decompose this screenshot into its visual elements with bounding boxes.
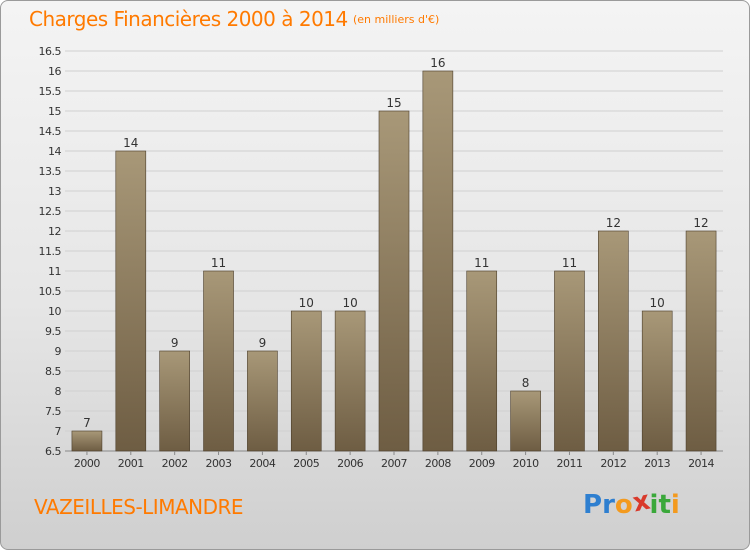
y-tick-label: 13.5 <box>39 165 62 178</box>
bar-2001 <box>115 150 147 452</box>
y-tick-label: 12 <box>48 225 61 238</box>
y-tick-label: 7.5 <box>45 405 61 418</box>
chart-title: Charges Financières 2000 à 2014 <box>29 7 348 31</box>
bar-2000 <box>71 430 103 452</box>
y-tick-label: 15 <box>48 105 61 118</box>
x-tick-label: 2011 <box>556 457 582 470</box>
value-label: 7 <box>83 416 91 430</box>
value-label: 14 <box>123 136 138 150</box>
value-label: 10 <box>650 296 665 310</box>
value-label: 8 <box>522 376 530 390</box>
logo-letter: o <box>614 490 633 520</box>
x-tick-label: 2010 <box>513 457 539 470</box>
bar-2010 <box>510 390 541 452</box>
y-tick-label: 8.5 <box>45 365 61 378</box>
y-tick-label: 10.5 <box>39 285 62 298</box>
y-tick-label: 13 <box>48 185 61 198</box>
x-tick-label: 2013 <box>644 457 670 470</box>
x-axis-ticks: 2000 2001 2002 2003 2004 2005 2006 2007 2008 2009… <box>74 451 715 470</box>
x-tick-label: 2014 <box>688 457 714 470</box>
logo-letter: i <box>649 490 659 520</box>
bar-2005 <box>290 310 322 452</box>
y-tick-label: 9.5 <box>45 325 61 338</box>
commune-name: VAZEILLES-LIMANDRE <box>34 495 244 519</box>
bar-2002 <box>159 350 190 452</box>
logo-letter: P <box>583 490 603 520</box>
y-tick-label: 9 <box>55 345 62 358</box>
x-tick-label: 2002 <box>162 457 188 470</box>
value-label: 11 <box>211 256 226 270</box>
bar-2006 <box>334 310 366 452</box>
x-tick-label: 2009 <box>469 457 495 470</box>
y-tick-label: 10 <box>48 305 61 318</box>
bar-2004 <box>247 350 278 452</box>
x-tick-label: 2006 <box>337 457 363 470</box>
y-tick-label: 8 <box>55 385 62 398</box>
x-tick-label: 2000 <box>74 457 100 470</box>
bar-2008 <box>422 70 454 452</box>
bar-2013 <box>641 310 673 452</box>
y-tick-label: 16 <box>48 65 61 78</box>
bar-2003 <box>203 270 234 452</box>
y-tick-label: 11 <box>48 265 61 278</box>
value-label: 12 <box>606 216 621 230</box>
x-tick-label: 2012 <box>600 457 626 470</box>
chart-unit: (en milliers d'€) <box>353 13 440 26</box>
y-tick-label: 16.5 <box>39 45 62 58</box>
proxiti-logo[interactable]: Proxiti <box>583 486 680 520</box>
x-tick-label: 2001 <box>118 457 144 470</box>
x-tick-label: 2008 <box>425 457 451 470</box>
logo-letter: t <box>658 490 671 520</box>
y-tick-label: 14 <box>48 145 61 158</box>
value-label: 11 <box>562 256 577 270</box>
value-label: 9 <box>259 336 267 350</box>
value-label: 10 <box>342 296 357 310</box>
value-label: 15 <box>386 96 401 110</box>
y-tick-label: 15.5 <box>39 85 62 98</box>
x-tick-label: 2005 <box>293 457 319 470</box>
bar-2009 <box>466 270 498 452</box>
x-tick-label: 2003 <box>206 457 232 470</box>
bar-2011 <box>554 270 585 452</box>
y-tick-label: 11.5 <box>39 245 62 258</box>
y-tick-label: 7 <box>55 425 62 438</box>
bars: 7 14 9 11 9 10 10 15 16 11 8 11 12 10 12 <box>71 56 717 452</box>
bar-2012 <box>598 230 629 452</box>
bar-2007 <box>378 110 410 452</box>
y-tick-label: 12.5 <box>39 205 62 218</box>
value-label: 16 <box>430 56 445 70</box>
logo-letter: i <box>670 490 680 520</box>
y-tick-label: 14.5 <box>39 125 62 138</box>
value-label: 9 <box>171 336 179 350</box>
bar-2014 <box>685 230 717 452</box>
logo-letter: r <box>602 490 615 520</box>
value-label: 10 <box>299 296 314 310</box>
value-label: 12 <box>693 216 708 230</box>
x-tick-label: 2007 <box>381 457 407 470</box>
value-label: 11 <box>474 256 489 270</box>
x-tick-label: 2004 <box>249 457 275 470</box>
y-axis-ticks: 6.5 7 7.5 8 8.5 9 9.5 10 10.5 11 11.5 12 12.5 13 13.5 1… <box>39 45 63 458</box>
y-tick-label: 6.5 <box>45 445 61 458</box>
